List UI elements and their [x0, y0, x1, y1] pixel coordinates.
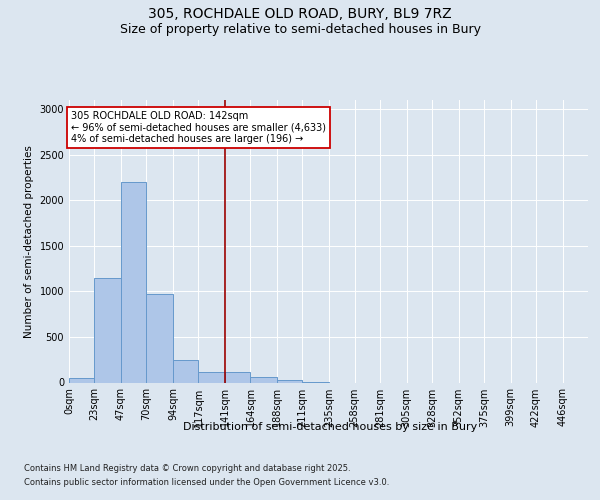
Bar — [199, 372, 225, 382]
Text: 305 ROCHDALE OLD ROAD: 142sqm
← 96% of semi-detached houses are smaller (4,633)
: 305 ROCHDALE OLD ROAD: 142sqm ← 96% of s… — [71, 111, 326, 144]
Bar — [225, 372, 250, 382]
Text: Contains HM Land Registry data © Crown copyright and database right 2025.: Contains HM Land Registry data © Crown c… — [24, 464, 350, 473]
Bar — [69, 378, 94, 382]
Y-axis label: Number of semi-detached properties: Number of semi-detached properties — [24, 145, 34, 338]
Text: Size of property relative to semi-detached houses in Bury: Size of property relative to semi-detach… — [119, 24, 481, 36]
Bar — [94, 278, 121, 382]
Text: 305, ROCHDALE OLD ROAD, BURY, BL9 7RZ: 305, ROCHDALE OLD ROAD, BURY, BL9 7RZ — [148, 8, 452, 22]
Bar — [121, 182, 146, 382]
Bar — [173, 360, 199, 382]
Text: Distribution of semi-detached houses by size in Bury: Distribution of semi-detached houses by … — [183, 422, 477, 432]
Bar — [277, 380, 302, 382]
Text: Contains public sector information licensed under the Open Government Licence v3: Contains public sector information licen… — [24, 478, 389, 487]
Bar — [146, 294, 173, 382]
Bar — [250, 377, 277, 382]
